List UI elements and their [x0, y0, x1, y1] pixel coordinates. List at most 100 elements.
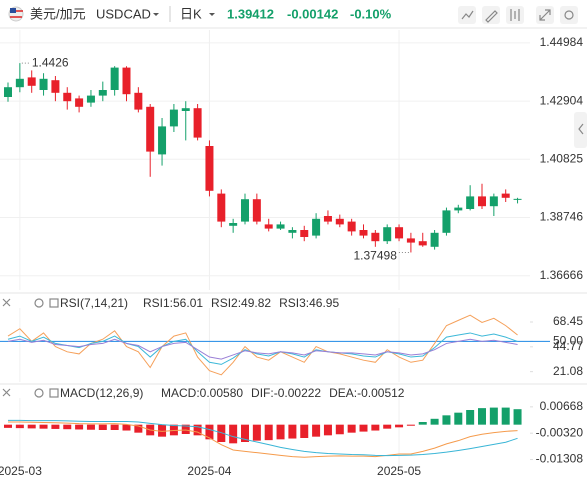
period[interactable]: 日K [180, 6, 202, 21]
candle-body [27, 77, 36, 86]
histogram-bar [371, 424, 380, 431]
y-tick-label: 1.42904 [540, 93, 584, 107]
y-tick-label: 1.44984 [540, 35, 584, 49]
y-tick-label: 1.38746 [540, 210, 584, 224]
y-tick-label: 0.00668 [540, 399, 584, 413]
candle-body [146, 106, 155, 152]
dropdown-arrow[interactable] [209, 13, 215, 16]
candle-body [134, 92, 143, 110]
collapse-icon [578, 123, 584, 135]
candle-body [347, 221, 356, 232]
close-icon[interactable] [2, 388, 11, 397]
candle-body [276, 224, 285, 229]
histogram-bar [4, 424, 12, 428]
histogram-bar [15, 424, 24, 429]
histogram-bar [395, 424, 404, 428]
candle-body [15, 78, 24, 88]
candle-body [312, 218, 321, 236]
x-tick-label: 2025-03 [0, 464, 42, 478]
histogram-bar [288, 424, 297, 439]
y-tick-label: 21.08 [553, 364, 583, 378]
change-percent: -0.10% [350, 6, 392, 21]
histogram-bar [359, 424, 368, 432]
histogram-bar [276, 424, 285, 440]
histogram-bar [122, 424, 131, 431]
candle-body [442, 210, 451, 233]
settings-icon[interactable] [34, 388, 44, 398]
dropdown-arrow[interactable] [153, 13, 159, 16]
candle-body [158, 126, 167, 155]
histogram-bar [98, 424, 107, 430]
histogram-bar [335, 424, 344, 435]
high-annotation: 1.4426 [32, 55, 69, 69]
candle-body [395, 227, 404, 239]
candle-body [288, 230, 297, 233]
histogram-bar [442, 415, 451, 425]
y-tick-label: 1.36666 [540, 268, 584, 282]
indicator-icon [461, 10, 474, 20]
change: -0.00142 [287, 6, 338, 21]
legend-entry: DIF:-0.00222 [251, 386, 321, 400]
histogram-bar [454, 412, 463, 425]
candle-body [264, 224, 273, 229]
legend-entry: MACD:0.00580 [161, 386, 243, 400]
candle-body [39, 78, 48, 90]
candle-body [406, 238, 415, 243]
candle-body [63, 92, 72, 102]
box-icon[interactable] [49, 388, 59, 398]
candle-body [181, 108, 190, 111]
box-icon[interactable] [49, 298, 59, 308]
candle-body [300, 230, 309, 237]
candle-body [323, 216, 332, 222]
histogram-bar [489, 407, 498, 425]
histogram-bar [193, 424, 202, 436]
candle-body [229, 223, 238, 226]
candle-body [193, 108, 202, 138]
candle-body [110, 67, 119, 90]
close-icon[interactable] [2, 298, 11, 307]
price: 1.39412 [227, 6, 274, 21]
panel-title: MACD(12,26,9) [60, 386, 143, 400]
histogram-bar [110, 424, 119, 430]
histogram-bar [241, 424, 249, 442]
candle-body [501, 193, 510, 198]
histogram-bar [513, 409, 522, 425]
settings-icon[interactable] [34, 298, 44, 308]
x-tick-label: 2025-05 [377, 464, 421, 478]
draw-icon [485, 10, 498, 23]
candle-body [241, 199, 249, 222]
histogram-bar [86, 424, 95, 430]
candle-body [466, 196, 475, 209]
histogram-bar [478, 408, 486, 425]
candle-body [252, 199, 261, 222]
indicator-line [7, 332, 518, 365]
candle-body [86, 95, 95, 103]
rsi-panel-header: RSI(7,14,21) [2, 296, 128, 310]
y-tick-label: 1.40825 [540, 151, 584, 165]
header: 美元/加元 USDCAD 日K 1.39412 -0.00142 -0.10% [0, 6, 587, 29]
histogram-bar [323, 424, 332, 436]
candle-body [217, 193, 226, 222]
histogram-bar [51, 424, 60, 429]
legend-entry: DEA:-0.00512 [329, 386, 405, 400]
candle-body [4, 87, 12, 97]
indicator-line [8, 421, 518, 458]
y-tick-label: -0.00320 [536, 425, 584, 439]
histogram-bar [347, 424, 356, 433]
candle-body [335, 218, 344, 225]
histogram-bar [181, 424, 190, 434]
macd-panel-header: MACD(12,26,9) [2, 386, 143, 400]
symbol-code[interactable]: USDCAD [96, 6, 151, 21]
fullscreen-icon [539, 9, 551, 21]
toolbar [458, 6, 578, 24]
y-tick-label: 68.45 [553, 314, 583, 328]
y-tick-label: 50.00 [553, 334, 583, 348]
settings-button[interactable] [560, 6, 578, 24]
histogram-bar [383, 424, 392, 429]
candle-body [98, 90, 107, 96]
low-annotation: 1.37498 [354, 249, 398, 263]
candle-body [478, 196, 486, 207]
symbol-name[interactable]: 美元/加元 [30, 6, 86, 21]
